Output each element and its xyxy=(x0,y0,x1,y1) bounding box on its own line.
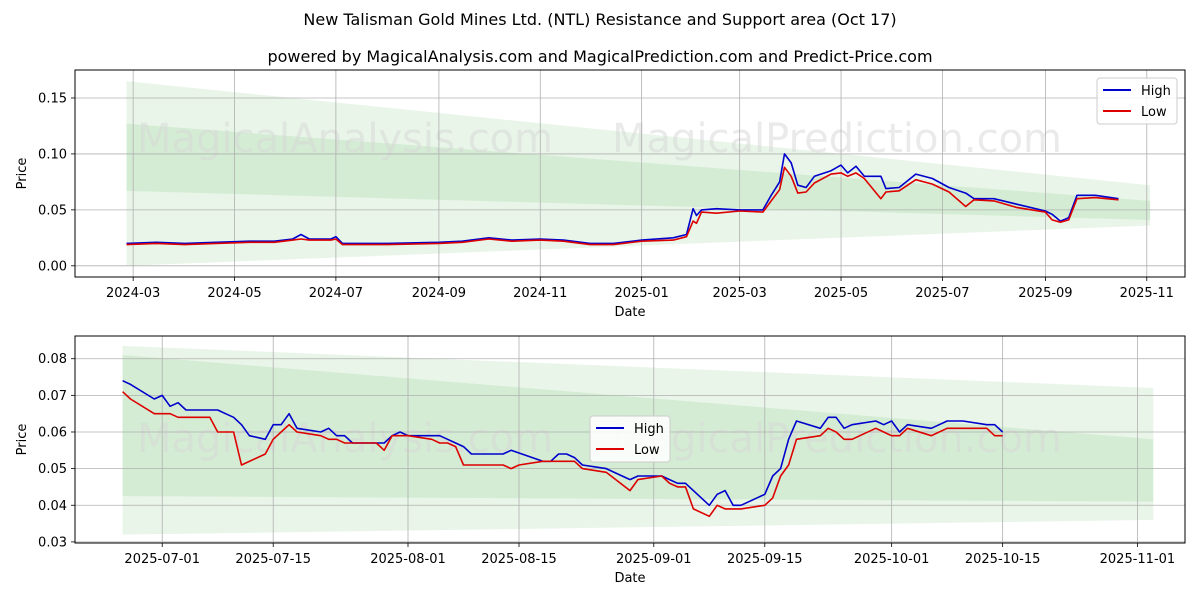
x-tick-label: 2024-03 xyxy=(106,286,160,301)
x-tick-label: 2025-03 xyxy=(713,286,767,301)
x-tick-label: 2025-07-15 xyxy=(235,552,311,567)
x-tick-label: 2024-11 xyxy=(513,286,567,301)
series-line-high xyxy=(126,153,1119,245)
chart-title: New Talisman Gold Mines Ltd. (NTL) Resis… xyxy=(303,10,896,29)
prediction-band-1 xyxy=(126,123,1151,220)
y-tick-label: 0.04 xyxy=(38,499,67,514)
x-tick-label: 2025-07-01 xyxy=(124,552,200,567)
y-tick-label: 0.08 xyxy=(38,352,67,367)
y-tick-label: 0.10 xyxy=(38,147,67,162)
x-tick-label: 2025-05 xyxy=(814,286,868,301)
y-tick-label: 0.05 xyxy=(38,203,67,218)
series-line-low xyxy=(126,166,1119,246)
x-tick-label: 2025-10-15 xyxy=(965,552,1041,567)
x-tick-label: 2025-09 xyxy=(1018,286,1072,301)
x-tick-label: 2025-08-15 xyxy=(481,552,557,567)
plot-frame xyxy=(74,69,1186,278)
y-axis-title: Price xyxy=(15,424,30,456)
y-tick-label: 0.00 xyxy=(38,259,67,274)
watermark-right: MagicalPrediction.com xyxy=(612,416,1062,462)
x-tick-label: 2024-07 xyxy=(309,286,363,301)
x-tick-label: 2024-05 xyxy=(207,286,261,301)
legend-label-low: Low xyxy=(634,443,660,458)
legend-label-high: High xyxy=(1141,84,1171,99)
watermark-right: MagicalPrediction.com xyxy=(612,116,1062,162)
legend-label-high: High xyxy=(634,422,664,437)
x-tick-label: 2025-08-01 xyxy=(370,552,446,567)
x-axis-title: Date xyxy=(614,305,645,320)
x-tick-label: 2025-09-15 xyxy=(727,552,803,567)
top-panel: MagicalAnalysis.com MagicalPrediction.com… xyxy=(15,69,1186,320)
chart-subtitle: powered by MagicalAnalysis.com and Magic… xyxy=(267,47,932,66)
prediction-band-0 xyxy=(126,81,1151,266)
x-tick-label: 2025-07 xyxy=(915,286,969,301)
y-tick-label: 0.03 xyxy=(38,535,67,550)
y-axis-title: Price xyxy=(15,158,30,190)
x-tick-label: 2025-11 xyxy=(1120,286,1174,301)
x-axis-title: Date xyxy=(614,571,645,586)
x-tick-label: 2025-01 xyxy=(614,286,668,301)
legend-label-low: Low xyxy=(1141,105,1167,120)
x-tick-label: 2025-10-01 xyxy=(854,552,930,567)
x-tick-label: 2025-11-01 xyxy=(1100,552,1176,567)
watermark-left: MagicalAnalysis.com xyxy=(137,116,553,162)
plot-frame xyxy=(74,335,1186,544)
y-tick-label: 0.15 xyxy=(38,91,67,106)
bottom-panel: MagicalAnalysis.com MagicalPrediction.com… xyxy=(15,335,1186,586)
x-tick-label: 2025-09-01 xyxy=(616,552,692,567)
y-tick-label: 0.06 xyxy=(38,425,67,440)
y-tick-label: 0.07 xyxy=(38,389,67,404)
series-line-low xyxy=(122,391,1003,518)
y-tick-label: 0.05 xyxy=(38,462,67,477)
x-tick-label: 2024-09 xyxy=(412,286,466,301)
watermark-left: MagicalAnalysis.com xyxy=(137,416,553,462)
